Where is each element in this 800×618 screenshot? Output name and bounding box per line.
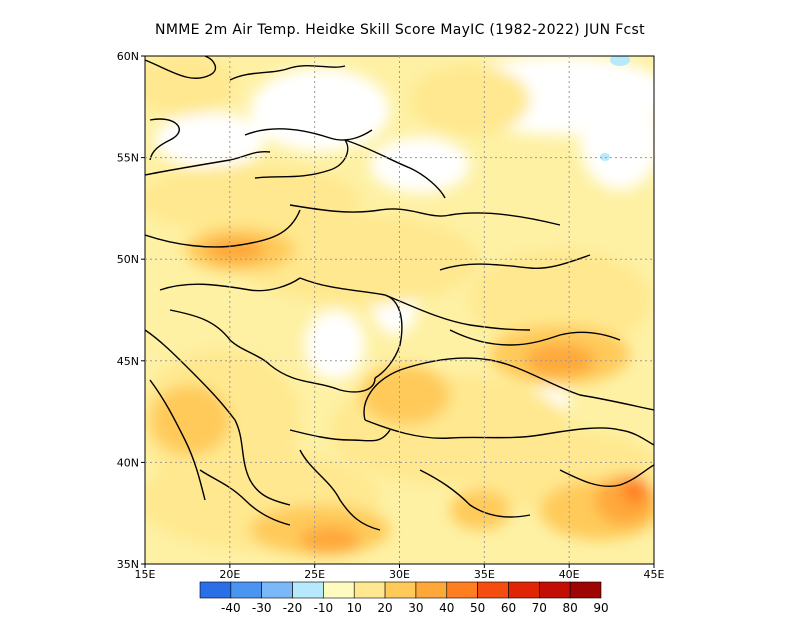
colorbar-swatch [415, 581, 448, 599]
colorbar-label: 90 [593, 601, 608, 615]
colorbar-label: -30 [252, 601, 272, 615]
country-borders [145, 56, 654, 531]
x-tick-label: 45E [644, 568, 665, 581]
y-tick-label: 35N [117, 558, 139, 571]
x-tick-label: 20E [219, 568, 240, 581]
colorbar-swatch [323, 581, 355, 599]
colorbar-swatch [261, 581, 293, 599]
colorbar-swatch [539, 581, 571, 599]
x-tick-label: 40E [559, 568, 580, 581]
x-tick-label: 25E [304, 568, 325, 581]
y-tick-label: 45N [117, 355, 139, 368]
colorbar-label: 70 [532, 601, 547, 615]
colorbar-label: -40 [221, 601, 241, 615]
colorbar-swatch [477, 581, 509, 599]
colorbar-swatch [508, 581, 540, 599]
y-tick-label: 50N [117, 253, 139, 266]
colorbar-swatch [353, 581, 386, 599]
y-tick-label: 40N [117, 456, 139, 469]
colorbar-label: -10 [314, 601, 334, 615]
colorbar-swatch [446, 581, 478, 599]
colorbar-swatch [230, 581, 262, 599]
colorbar-label: 20 [377, 601, 392, 615]
colorbar-swatch [569, 581, 602, 599]
colorbar-label: 80 [563, 601, 578, 615]
y-tick-label: 55N [117, 152, 139, 165]
colorbar-label: 30 [408, 601, 423, 615]
x-tick-label: 35E [474, 568, 495, 581]
colorbar-swatch [199, 581, 232, 599]
colorbar-swatch [292, 581, 324, 599]
map-title: NMME 2m Air Temp. Heidke Skill Score May… [155, 22, 645, 38]
colorbar-label: 60 [501, 601, 516, 615]
colorbar-label: 50 [470, 601, 485, 615]
skill-shading [145, 56, 654, 564]
colorbar-swatch [384, 581, 417, 599]
colorbar-label: 40 [439, 601, 454, 615]
x-tick-label: 15E [135, 568, 156, 581]
colorbar-label: -20 [283, 601, 303, 615]
colorbar: -40 -30 -20 -10 10 20 30 40 50 60 70 80 90 [199, 581, 609, 615]
y-tick-label: 60N [117, 50, 139, 63]
x-tick-label: 30E [389, 568, 410, 581]
axis-ticks: 15E 20E 25E 30E 35E 40E 45E 60N 55N 50N 45N 40N 35N [117, 50, 665, 581]
colorbar-label: 10 [347, 601, 362, 615]
